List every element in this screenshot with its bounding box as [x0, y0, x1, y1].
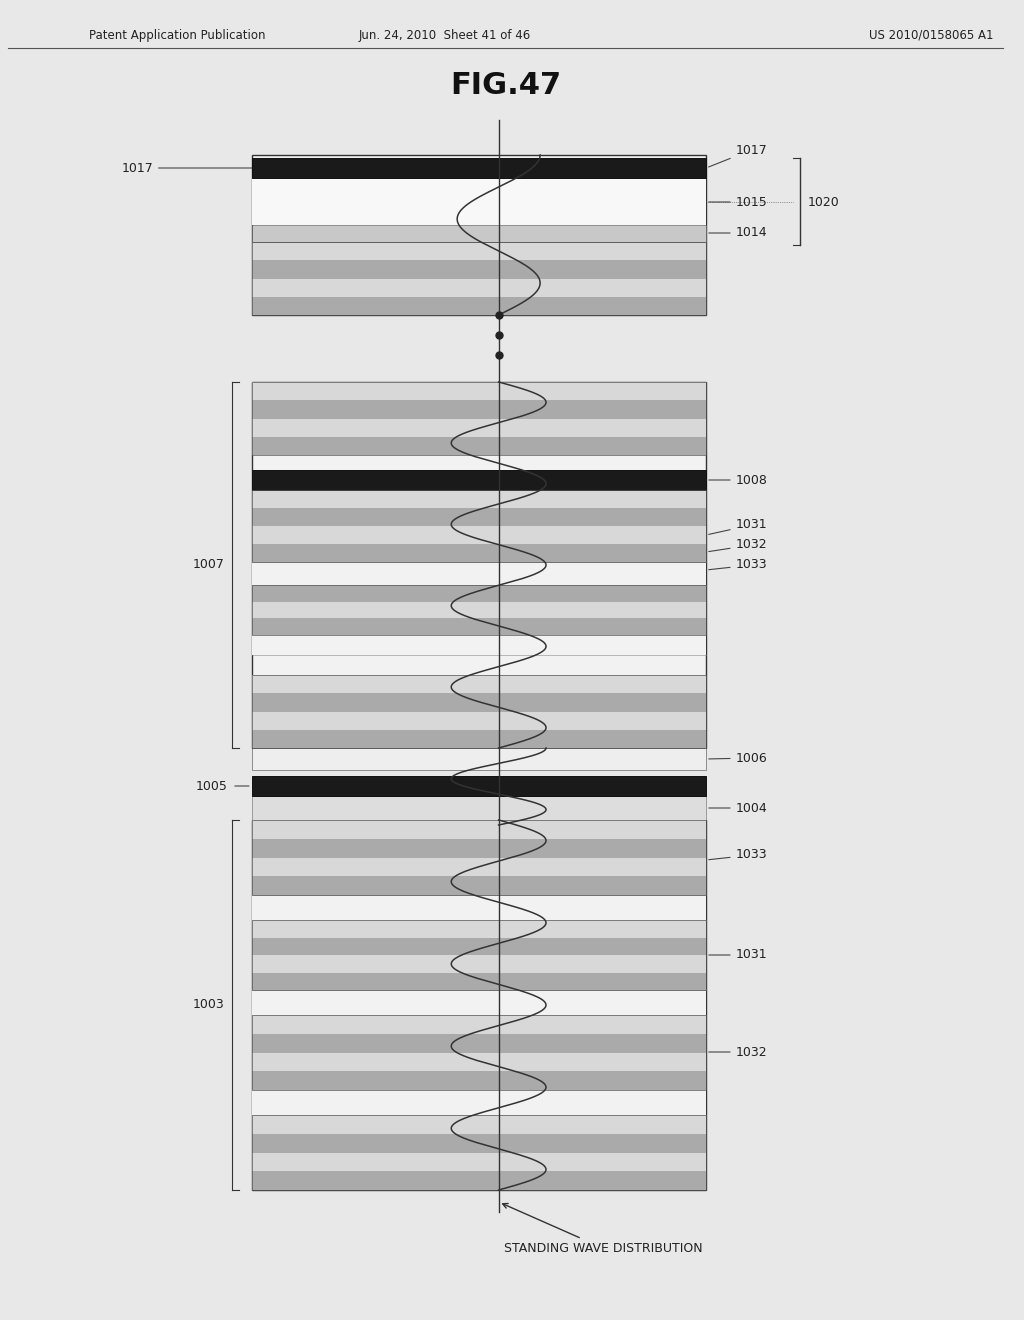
Text: 1032: 1032	[709, 539, 767, 552]
Bar	[252, 776, 706, 796]
Bar	[252, 381, 706, 748]
Bar	[252, 242, 706, 315]
Bar	[252, 1015, 706, 1034]
Text: 1014: 1014	[709, 227, 767, 239]
Bar	[252, 1115, 706, 1191]
Bar	[252, 381, 706, 400]
Bar	[252, 920, 706, 937]
Bar	[252, 973, 706, 990]
Bar	[252, 1152, 706, 1171]
Text: 1031: 1031	[709, 519, 767, 535]
Bar	[252, 1134, 706, 1152]
Text: 1015: 1015	[709, 195, 767, 209]
Bar	[252, 470, 706, 490]
Bar	[252, 1052, 706, 1072]
Text: 1033: 1033	[709, 849, 767, 862]
Text: 1033: 1033	[709, 558, 767, 572]
Bar	[252, 158, 706, 178]
Bar	[252, 260, 706, 279]
Bar	[252, 675, 706, 748]
Bar	[252, 820, 706, 895]
Bar	[252, 279, 706, 297]
Bar	[252, 602, 706, 618]
Bar	[252, 1072, 706, 1090]
Bar	[252, 618, 706, 635]
Text: Jun. 24, 2010  Sheet 41 of 46: Jun. 24, 2010 Sheet 41 of 46	[358, 29, 530, 41]
Bar	[252, 748, 706, 770]
Bar	[252, 490, 706, 562]
Bar	[252, 400, 706, 418]
Bar	[252, 820, 706, 838]
Bar	[252, 820, 706, 1191]
Bar	[252, 562, 706, 585]
Bar	[252, 920, 706, 990]
Text: 1008: 1008	[709, 474, 768, 487]
Text: 1017: 1017	[121, 161, 254, 174]
Bar	[252, 224, 706, 242]
Bar	[252, 693, 706, 711]
Bar	[252, 675, 706, 693]
Bar	[252, 437, 706, 455]
Bar	[252, 635, 706, 655]
Bar	[252, 895, 706, 920]
Bar	[252, 1090, 706, 1115]
Bar	[252, 937, 706, 954]
Bar	[252, 242, 706, 260]
Bar	[252, 796, 706, 820]
Bar	[252, 178, 706, 224]
Bar	[252, 1034, 706, 1052]
Text: 1004: 1004	[709, 801, 767, 814]
Bar	[252, 990, 706, 1015]
Bar	[252, 1115, 706, 1134]
Bar	[252, 876, 706, 895]
Bar	[252, 1015, 706, 1090]
Bar	[252, 525, 706, 544]
Text: 1031: 1031	[709, 949, 767, 961]
Bar	[252, 544, 706, 562]
Bar	[252, 954, 706, 973]
Text: Patent Application Publication: Patent Application Publication	[89, 29, 265, 41]
Bar	[252, 490, 706, 508]
Bar	[252, 297, 706, 315]
Text: US 2010/0158065 A1: US 2010/0158065 A1	[869, 29, 993, 41]
Text: 1006: 1006	[709, 751, 767, 764]
Bar	[252, 154, 706, 315]
Text: 1032: 1032	[709, 1045, 767, 1059]
Text: 1007: 1007	[193, 558, 224, 572]
Bar	[252, 838, 706, 858]
Text: 1003: 1003	[193, 998, 224, 1011]
Text: 1020: 1020	[808, 195, 840, 209]
Bar	[252, 508, 706, 525]
Bar	[252, 418, 706, 437]
Bar	[252, 730, 706, 748]
Bar	[252, 381, 706, 455]
Text: 1017: 1017	[709, 144, 767, 166]
Text: STANDING WAVE DISTRIBUTION: STANDING WAVE DISTRIBUTION	[503, 1204, 702, 1254]
Bar	[252, 858, 706, 876]
Text: FIG.47: FIG.47	[450, 70, 561, 99]
Bar	[252, 585, 706, 602]
Bar	[252, 585, 706, 635]
Bar	[252, 1171, 706, 1191]
Text: 1005: 1005	[196, 780, 227, 792]
Bar	[252, 711, 706, 730]
